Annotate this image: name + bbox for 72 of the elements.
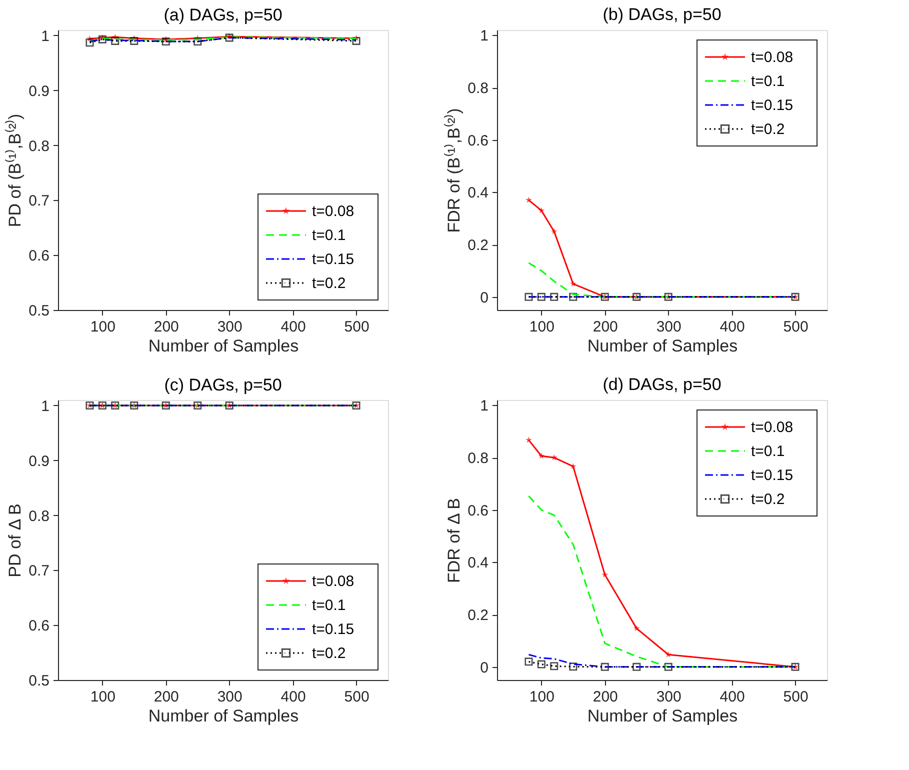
y-tick-label: 0.8 (28, 138, 50, 155)
x-tick-label: 400 (720, 318, 745, 336)
x-tick-label: 400 (280, 688, 306, 706)
x-axis-title: Number of Samples (148, 336, 299, 356)
legend-label: t=0.1 (751, 443, 785, 460)
legend-label: t=0.15 (751, 467, 794, 484)
x-tick-label: 500 (783, 318, 808, 336)
x-tick-label: 300 (217, 688, 242, 706)
y-axis-title: PD of Δ B (6, 504, 25, 578)
x-axis-title: Number of Samples (587, 336, 738, 356)
legend-label: t=0.08 (751, 49, 794, 66)
y-tick-label: 0.6 (28, 248, 50, 265)
y-tick-label: 0.4 (468, 554, 488, 572)
y-tick-label: 1 (41, 398, 50, 415)
y-tick-label: 0.9 (28, 82, 50, 100)
y-tick-label: 0.2 (468, 237, 488, 254)
y-tick-label: 0.6 (28, 618, 50, 635)
x-tick-label: 300 (656, 318, 682, 336)
y-axis-title: FDR of Δ B (444, 498, 464, 584)
legend-label: t=0.08 (751, 419, 794, 436)
y-tick-label: 0.7 (28, 192, 50, 210)
x-tick-label: 200 (592, 688, 618, 706)
x-tick-label: 400 (280, 318, 306, 336)
x-tick-label: 100 (90, 688, 116, 706)
y-tick-label: 0.5 (28, 302, 50, 320)
x-tick-label: 300 (656, 688, 682, 706)
y-tick-label: 0.7 (28, 562, 50, 580)
chart-title: (d) DAGs, p=50 (602, 375, 722, 394)
x-tick-label: 100 (529, 318, 554, 336)
legend-label: t=0.1 (751, 73, 785, 90)
x-tick-label: 200 (154, 688, 179, 706)
x-tick-label: 200 (592, 318, 618, 336)
y-tick-label: 0.2 (468, 607, 488, 624)
y-tick-label: 1 (480, 398, 488, 415)
chart-title: (a) DAGs, p=50 (164, 5, 282, 24)
y-tick-label: 0 (480, 659, 488, 676)
y-axis-title: FDR of (B⁽¹⁾,B⁽²⁾) (444, 108, 464, 233)
x-tick-label: 400 (720, 688, 745, 706)
legend-label: t=0.15 (751, 97, 794, 114)
y-axis-title: PD of (B⁽¹⁾,B⁽²⁾) (4, 114, 25, 228)
legend-label: t=0.2 (312, 645, 346, 662)
chart-title: (b) DAGs, p=50 (602, 5, 722, 24)
legend-label: t=0.15 (312, 251, 354, 268)
y-tick-label: 0.4 (468, 184, 488, 202)
legend-label: t=0.1 (312, 227, 346, 244)
y-tick-label: 1 (480, 28, 488, 45)
legend-label: t=0.15 (312, 621, 354, 638)
y-tick-label: 0.6 (468, 502, 488, 520)
x-tick-label: 500 (344, 318, 370, 336)
legend-label: t=0.2 (312, 275, 346, 292)
x-axis-title: Number of Samples (587, 706, 738, 726)
legend-label: t=0.08 (312, 203, 354, 220)
y-tick-label: 0 (480, 289, 488, 306)
x-tick-label: 500 (344, 688, 370, 706)
y-tick-label: 1 (41, 28, 50, 45)
x-tick-label: 500 (783, 688, 808, 706)
legend-label: t=0.2 (751, 491, 785, 508)
y-tick-label: 0.9 (28, 452, 50, 470)
legend-label: t=0.1 (312, 597, 346, 614)
x-tick-label: 100 (90, 318, 116, 336)
x-tick-label: 200 (154, 318, 179, 336)
x-tick-label: 300 (217, 318, 242, 336)
y-tick-label: 0.8 (468, 80, 488, 98)
legend-label: t=0.08 (312, 573, 354, 590)
y-tick-label: 0.8 (28, 508, 50, 525)
x-axis-title: Number of Samples (148, 706, 299, 726)
y-tick-label: 0.8 (468, 450, 488, 468)
y-tick-label: 0.6 (468, 132, 488, 150)
y-tick-label: 0.5 (28, 672, 50, 690)
x-tick-label: 100 (529, 688, 554, 706)
chart-title: (c) DAGs, p=50 (164, 375, 282, 394)
legend-label: t=0.2 (751, 121, 785, 138)
